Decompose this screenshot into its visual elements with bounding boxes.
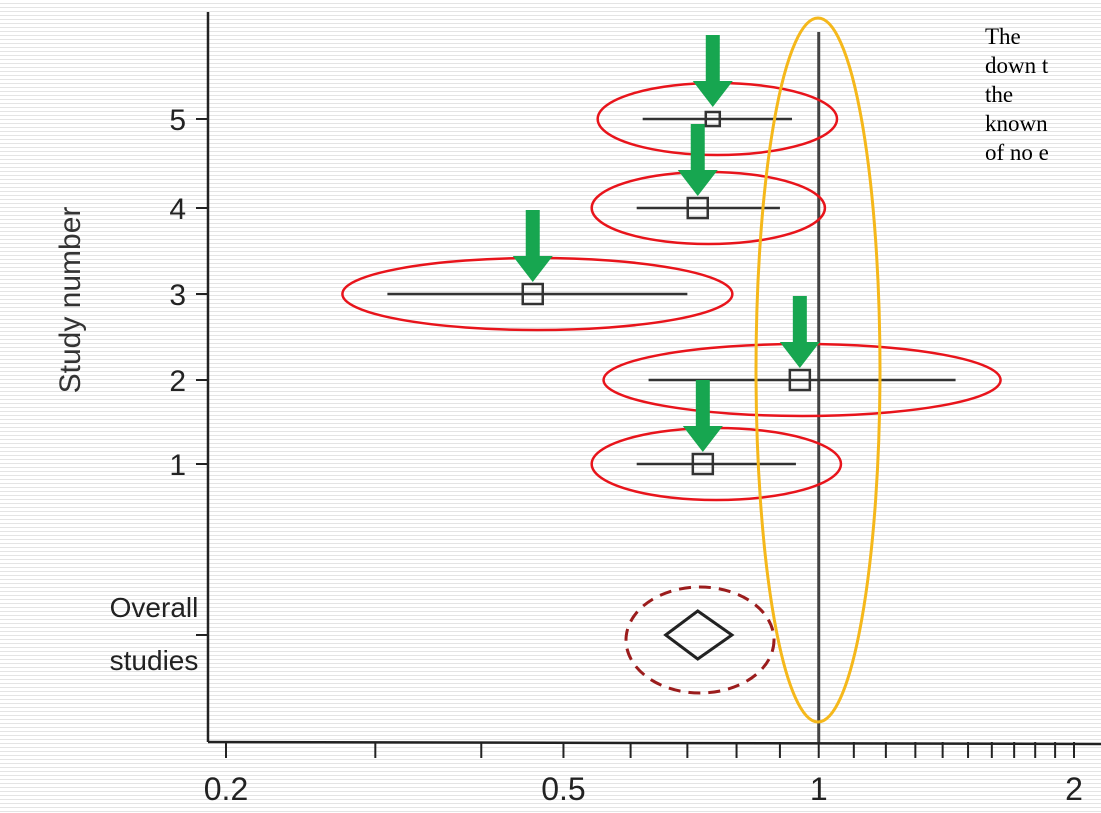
study-point-box: [686, 196, 709, 220]
annotation-text: The down t the known of no e: [985, 22, 1101, 167]
overall-highlight-ellipse: [624, 585, 776, 695]
annotation-line: the: [985, 82, 1014, 107]
study-point-box: [521, 282, 544, 306]
green-down-arrow: [512, 210, 553, 282]
annotation-line: The: [985, 24, 1021, 49]
x-tick-label: 1: [810, 771, 828, 807]
green-down-arrow: [682, 380, 723, 452]
green-down-arrow: [779, 296, 820, 368]
x-axis-line: [207, 740, 1101, 746]
y-tick-label: 1: [169, 449, 186, 482]
x-tick-label: 0.5: [541, 771, 585, 807]
y-tick-label: 4: [169, 193, 186, 226]
y-tick-label: 3: [169, 279, 186, 312]
annotation-line: down t: [985, 53, 1049, 78]
y-axis-title: Study number: [54, 207, 87, 394]
overall-diamond: [663, 609, 735, 661]
study-point-box: [691, 452, 715, 476]
study-point-box: [788, 368, 812, 392]
y-tick-label-overall: Overall: [110, 592, 199, 623]
x-tick-label: 2: [1065, 771, 1083, 807]
y-tick-label: 5: [169, 104, 186, 137]
annotation-line: known: [985, 111, 1048, 136]
null-effect-highlight-ellipse: [754, 16, 882, 724]
annotation-line: of no e: [985, 140, 1049, 165]
y-tick-label: 2: [169, 365, 186, 398]
study-point-box: [704, 110, 722, 128]
green-down-arrow: [692, 35, 733, 107]
y-tick-label-overall: studies: [110, 645, 199, 676]
x-tick-label: 0.2: [204, 771, 248, 807]
green-down-arrow: [677, 124, 718, 196]
